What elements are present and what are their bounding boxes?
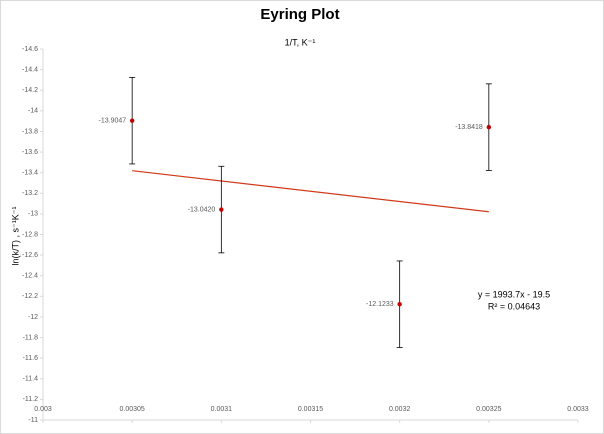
x-tick-label: 0.0033 — [567, 406, 589, 413]
y-tick-label: -11.6 — [23, 355, 39, 362]
x-tick-label: 0.00325 — [476, 406, 501, 413]
y-tick-label: -13.6 — [22, 149, 38, 156]
y-tick-label: -11 — [28, 417, 38, 424]
y-tick-label: -12 — [28, 314, 38, 321]
data-point — [219, 207, 224, 212]
y-tick-label: -13.8 — [22, 128, 38, 135]
y-tick-label: -12.8 — [22, 231, 38, 238]
trendline-equation: y = 1993.7x - 19.5 — [478, 289, 550, 299]
data-label: -13.8418 — [455, 124, 483, 131]
data-label: -12.1233 — [366, 301, 394, 308]
y-tick-label: -14.6 — [22, 46, 38, 53]
y-tick-label: -12.2 — [22, 293, 38, 300]
x-tick-label: 0.003 — [34, 406, 52, 413]
y-tick-label: -14.2 — [22, 87, 38, 94]
y-tick-label: -12.6 — [22, 252, 38, 259]
y-axis-title: ln(k/T) , s⁻¹K⁻¹ — [10, 207, 20, 266]
data-point — [486, 124, 492, 130]
y-tick-label: -13 — [28, 211, 38, 218]
data-point — [129, 118, 135, 123]
x-tick-label: 0.00315 — [298, 406, 323, 413]
x-tick-label: 0.00305 — [120, 406, 145, 413]
y-tick-label: -11.4 — [23, 376, 39, 383]
y-tick-label: -11.8 — [23, 334, 39, 341]
x-tick-label: 0.0032 — [389, 406, 411, 413]
x-tick-label: 0.0031 — [211, 406, 233, 413]
chart-title: Eyring Plot — [260, 6, 339, 23]
data-point — [397, 302, 402, 307]
y-tick-label: -12.4 — [22, 273, 38, 280]
y-tick-label: -14.4 — [22, 66, 38, 73]
y-tick-label: -13.2 — [22, 190, 38, 197]
data-label: -13.0420 — [188, 206, 216, 213]
y-tick-label: -11.2 — [23, 396, 39, 403]
r-squared: R² = 0.04643 — [488, 301, 540, 311]
trendline — [132, 170, 489, 213]
y-tick-label: -14 — [28, 108, 38, 115]
data-label: -13.9047 — [99, 117, 127, 124]
axis-title: 1/T, K⁻¹ — [285, 37, 316, 47]
y-tick-label: -13.4 — [22, 170, 38, 177]
